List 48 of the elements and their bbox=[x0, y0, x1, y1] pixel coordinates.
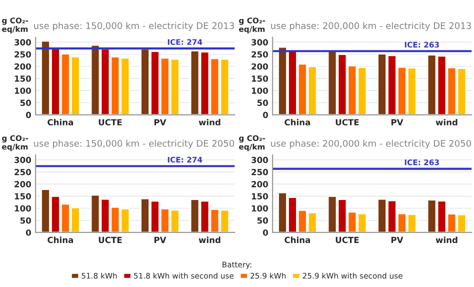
y-tick-label: 250 bbox=[14, 51, 31, 58]
x-tick-label: PV bbox=[391, 236, 404, 243]
x-tick-label: wind bbox=[436, 236, 458, 244]
y-tick-label: 200 bbox=[14, 181, 31, 188]
y-tick-label: 50 bbox=[257, 217, 268, 224]
y-tick-label: 300 bbox=[14, 39, 31, 46]
y-tick-label: 100 bbox=[252, 205, 268, 212]
x-tick-label: PV bbox=[154, 119, 166, 126]
x-tick-label: UCTE bbox=[98, 236, 122, 244]
x-tick-label: UCTE bbox=[336, 119, 359, 126]
y-tick-label: 200 bbox=[252, 181, 268, 188]
x-tick-label: wind bbox=[198, 118, 220, 126]
x-tick-label: wind bbox=[436, 118, 458, 126]
y-tick-label: 200 bbox=[252, 63, 268, 70]
x-tick-label: China bbox=[284, 118, 310, 126]
y-tick-label: 150 bbox=[14, 75, 31, 82]
chart-title: use phase: 200,000 km - electricity DE 2013 bbox=[271, 22, 471, 31]
y-tick-label: 100 bbox=[252, 88, 268, 94]
y-tick-label: 250 bbox=[252, 51, 268, 58]
x-tick-label: PV bbox=[154, 236, 166, 243]
y-tick-label: 200 bbox=[14, 63, 31, 70]
x-tick-label: PV bbox=[391, 119, 404, 126]
y-tick-label: 0 bbox=[26, 112, 31, 118]
chart-title: use phase: 200,000 km - electricity DE 2050 bbox=[271, 140, 472, 149]
chart-title: use phase: 150,000 km - electricity DE 2050 bbox=[34, 140, 234, 149]
x-tick-label: UCTE bbox=[336, 236, 359, 244]
y-tick-label: 50 bbox=[20, 100, 31, 106]
y-tick-label: 0 bbox=[26, 229, 31, 236]
y-tick-label: 150 bbox=[252, 75, 268, 82]
x-tick-label: UCTE bbox=[98, 119, 122, 126]
x-tick-label: China bbox=[48, 236, 74, 244]
y-tick-label: 300 bbox=[252, 156, 268, 164]
y-tick-label: 50 bbox=[257, 100, 268, 106]
y-tick-label: 0 bbox=[262, 229, 268, 236]
y-tick-label: 100 bbox=[14, 205, 31, 212]
y-tick-label: 300 bbox=[252, 39, 268, 46]
chart-title: use phase: 150,000 km - electricity DE 2013 bbox=[34, 22, 234, 31]
y-tick-label: 250 bbox=[14, 168, 31, 176]
x-tick-label: China bbox=[48, 118, 74, 126]
y-tick-label: 300 bbox=[14, 156, 31, 164]
x-tick-label: wind bbox=[198, 236, 220, 244]
y-tick-label: 250 bbox=[252, 168, 268, 176]
y-tick-label: 100 bbox=[14, 88, 31, 94]
y-tick-label: 150 bbox=[14, 193, 31, 200]
y-tick-label: 50 bbox=[20, 217, 31, 224]
y-tick-label: 0 bbox=[262, 112, 268, 118]
y-tick-label: 150 bbox=[252, 193, 268, 200]
x-tick-label: China bbox=[284, 236, 310, 244]
